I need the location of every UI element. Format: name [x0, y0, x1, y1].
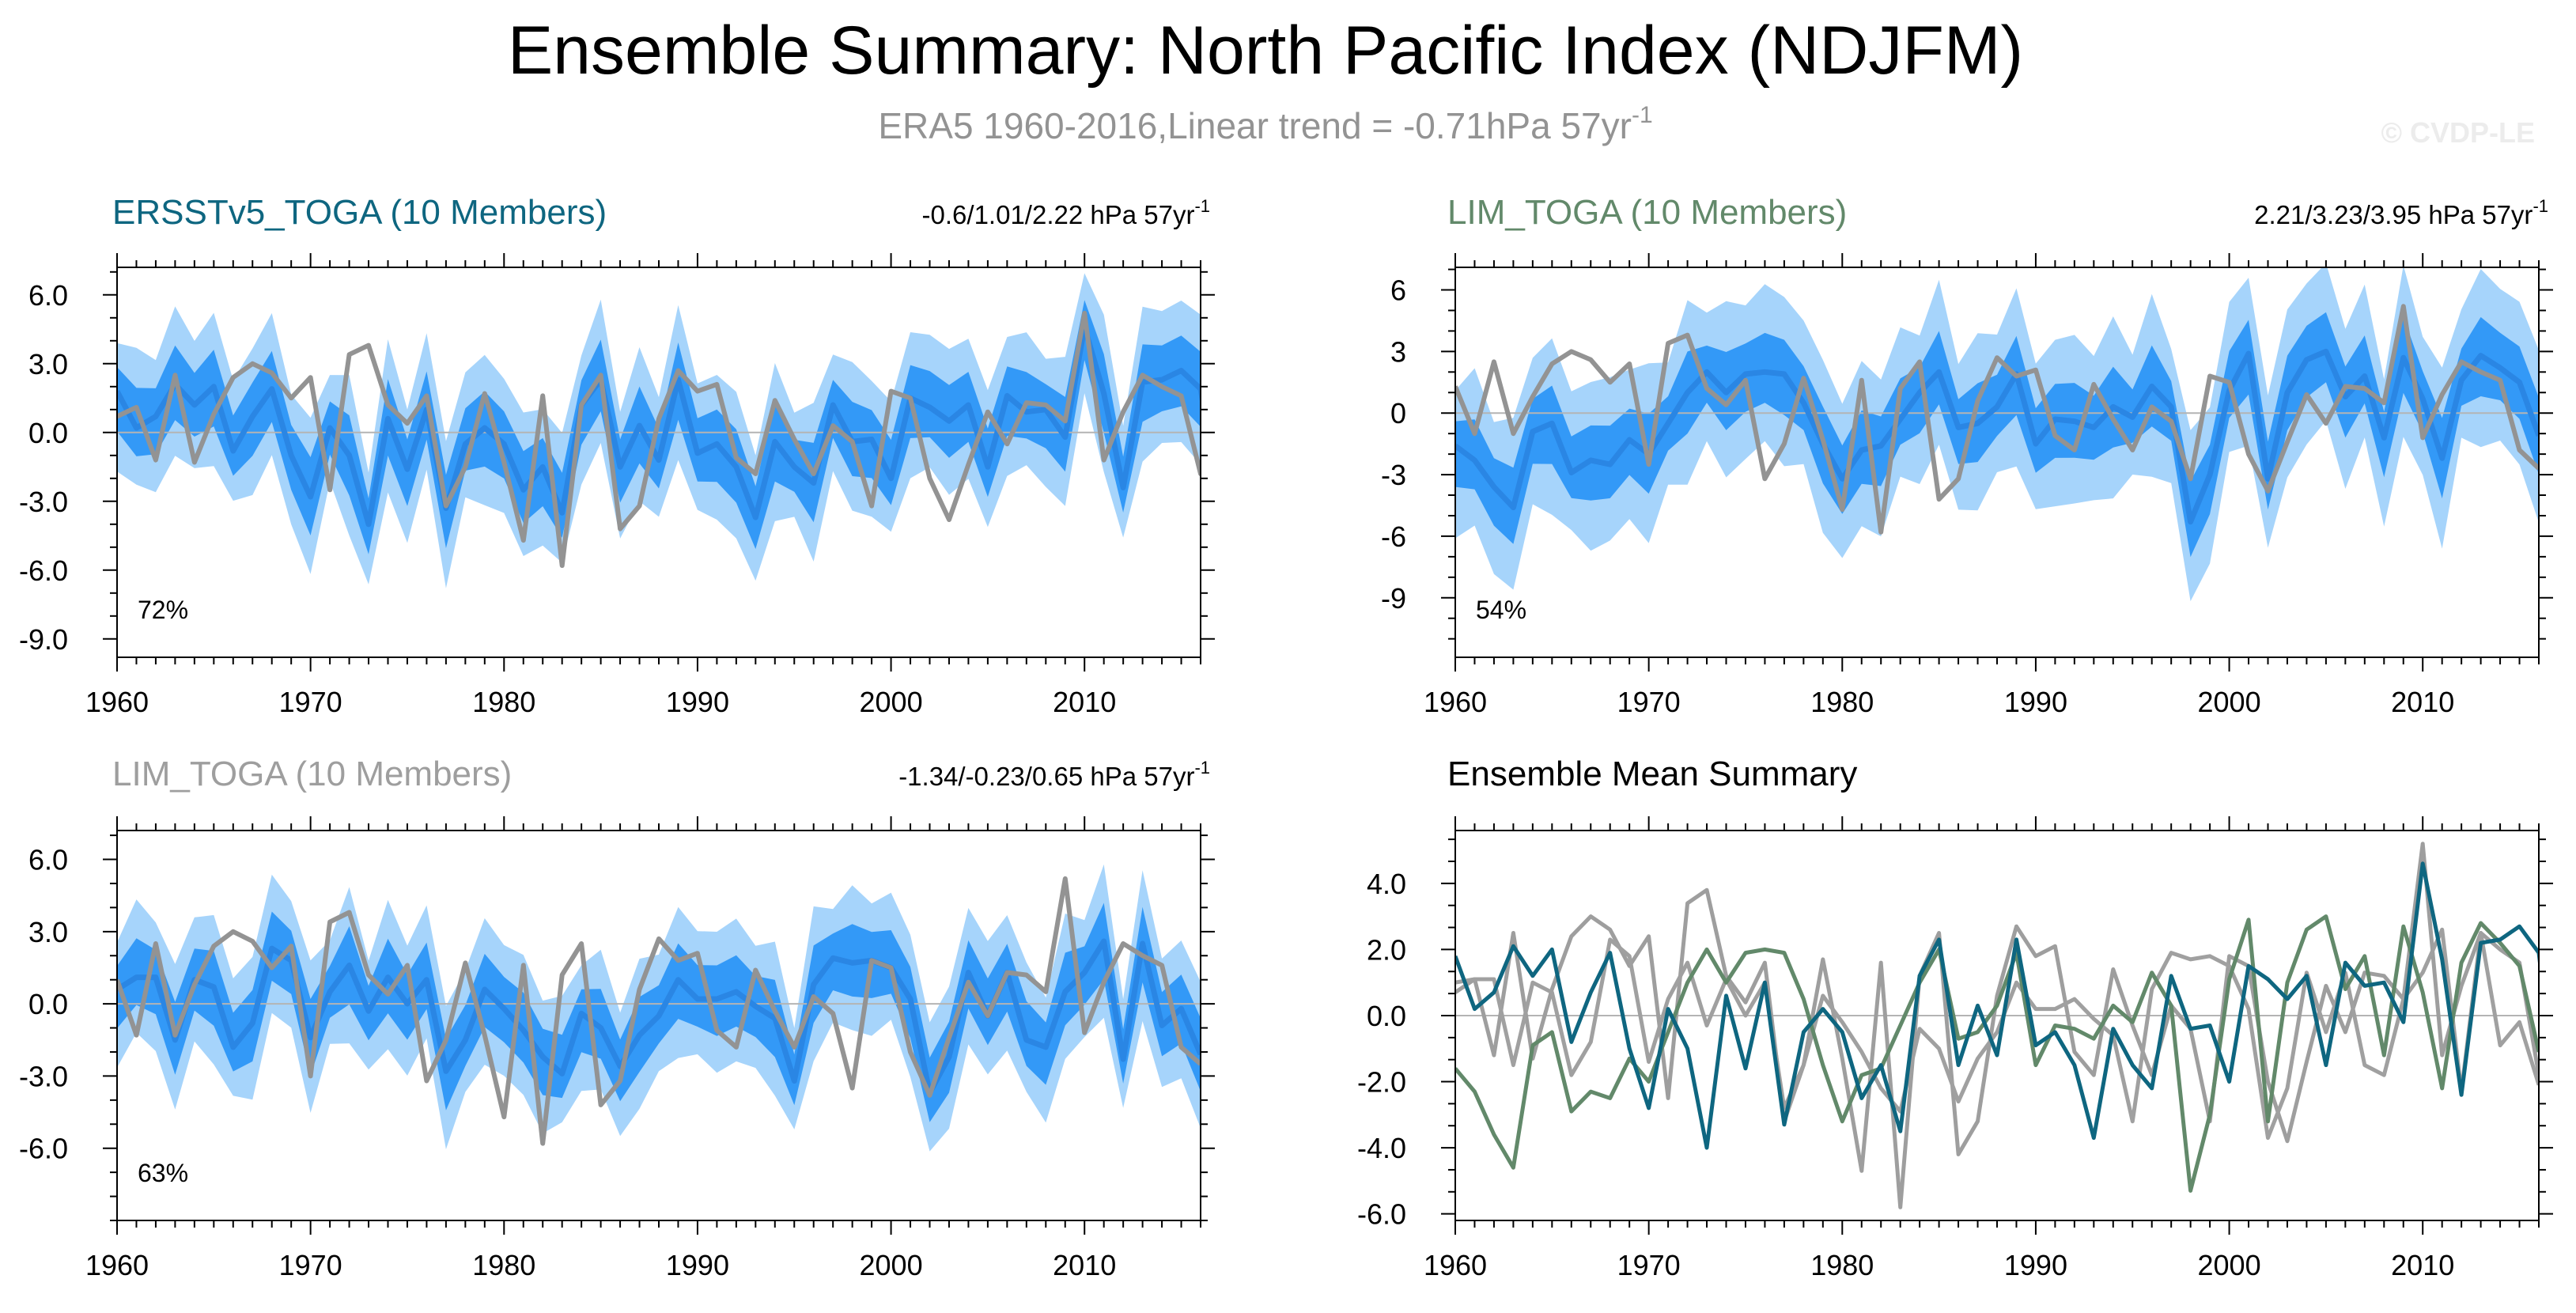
x-tick-label: 2000	[2198, 1249, 2261, 1281]
ensemble-mean-line	[117, 324, 1201, 528]
observed-line	[117, 311, 1201, 568]
figure-title: Ensemble Summary: North Pacific Index (N…	[508, 13, 2023, 89]
y-tick-label: 0.0	[28, 988, 68, 1020]
x-tick-label: 1990	[666, 686, 729, 718]
panel-LIM_TOGA_green: 1960 1970 1980 1990 2000 2010 -9 -6 -3 0 3 6 LIM_TOG…	[1381, 193, 2553, 718]
y-tick-label: -3.0	[19, 486, 68, 518]
y-tick-label: -6.0	[19, 1133, 68, 1165]
y-tick-label: -6.0	[19, 554, 68, 587]
observed-line	[1455, 304, 2539, 535]
x-tick-label: 1980	[472, 1249, 535, 1281]
x-tick-label: 1970	[279, 686, 342, 718]
y-tick-label: -3.0	[19, 1060, 68, 1092]
y-tick-label: -9.0	[19, 623, 68, 656]
x-tick-label: 1960	[1424, 686, 1487, 718]
y-tick-label: 6.0	[28, 279, 68, 312]
trend-label-main: -0.6/1.01/2.22 hPa 57yr	[922, 200, 1195, 229]
observed-line	[117, 876, 1201, 1146]
y-tick-label: 2.0	[1367, 933, 1406, 966]
figure-subtitle: ERA5 1960-2016,Linear trend = -0.71hPa 5…	[878, 102, 1652, 146]
trend-label: -0.6/1.01/2.22 hPa 57yr-1	[922, 196, 1210, 229]
panel-title: LIM_TOGA (10 Members)	[1447, 193, 1847, 232]
series-line-LIM_TOGA_gray	[1455, 927, 2539, 1141]
ensemble-mean-line	[1455, 348, 2539, 525]
x-tick-label: 2010	[1053, 686, 1116, 718]
y-tick-label: -9	[1381, 582, 1406, 615]
y-tick-label: -3	[1381, 459, 1406, 491]
x-tick-label: 2010	[1053, 1249, 1116, 1281]
panel-title: Ensemble Mean Summary	[1447, 755, 1857, 793]
figure-subtitle-sup: -1	[1632, 102, 1653, 128]
y-tick-label: 4.0	[1367, 868, 1406, 900]
y-tick-label: 0	[1390, 397, 1406, 429]
x-tick-label: 1960	[85, 686, 149, 718]
y-tick-label: 0.0	[1367, 1000, 1406, 1032]
panel-ERSSTv5_TOGA: 1960 1970 1980 1990 2000 2010 -9.0 -6.0 -3.0 0.0 3…	[19, 193, 1215, 718]
y-tick-label: -2.0	[1357, 1066, 1406, 1099]
x-tick-label: 2010	[2391, 1249, 2454, 1281]
series-line-obs	[1455, 842, 2539, 1209]
x-tick-label: 1970	[1617, 1249, 1681, 1281]
inner-range-band	[1455, 312, 2539, 558]
x-tick-label: 1960	[1424, 1249, 1487, 1281]
panel-title: ERSSTv5_TOGA (10 Members)	[112, 193, 607, 232]
y-tick-label: -6	[1381, 520, 1406, 553]
x-tick-label: 2000	[860, 686, 923, 718]
trend-label-main: -1.34/-0.23/0.65 hPa 57yr	[898, 762, 1194, 791]
x-tick-label: 1980	[1810, 1249, 1874, 1281]
x-tick-label: 2010	[2391, 686, 2454, 718]
x-tick-label: 1960	[85, 1249, 149, 1281]
percent-label: 54%	[1476, 596, 1526, 624]
x-tick-label: 1970	[279, 1249, 342, 1281]
y-tick-label: 0.0	[28, 417, 68, 449]
x-tick-label: 2000	[2198, 686, 2261, 718]
panel-LIM_TOGA_gray: 1960 1970 1980 1990 2000 2010 -6.0 -3.0 0.0 3.0 6.…	[19, 755, 1215, 1281]
x-tick-label: 1980	[472, 686, 535, 718]
x-tick-label: 1990	[2004, 1249, 2067, 1281]
y-tick-label: 6	[1390, 274, 1406, 307]
y-tick-label: 6.0	[28, 844, 68, 876]
y-tick-label: 3.0	[28, 916, 68, 948]
panel-title: LIM_TOGA (10 Members)	[112, 755, 512, 793]
figure-subtitle-main: ERA5 1960-2016,Linear trend = -0.71hPa 5…	[878, 105, 1632, 146]
series-line-ERSSTv5_TOGA	[1455, 861, 2539, 1150]
percent-label: 63%	[138, 1159, 188, 1187]
trend-label-sup: -1	[1194, 758, 1210, 778]
y-tick-label: -6.0	[1357, 1198, 1406, 1231]
y-tick-label: 3	[1390, 335, 1406, 368]
x-tick-label: 1970	[1617, 686, 1681, 718]
x-tick-label: 1990	[666, 1249, 729, 1281]
percent-label: 72%	[138, 596, 188, 624]
trend-label: -1.34/-0.23/0.65 hPa 57yr-1	[898, 758, 1210, 791]
trend-label: 2.21/3.23/3.95 hPa 57yr-1	[2254, 196, 2548, 229]
trend-label-sup: -1	[2532, 196, 2548, 216]
y-tick-label: -4.0	[1357, 1132, 1406, 1164]
panel-Ensemble_Mean_Summary: 1960 1970 1980 1990 2000 2010 -6.0 -4.0 -2.0 0.0 2…	[1357, 755, 2553, 1281]
panels: 1960 1970 1980 1990 2000 2010 -9.0 -6.0 -3.0 0.0 3…	[19, 193, 2553, 1281]
y-tick-label: 3.0	[28, 348, 68, 380]
x-tick-label: 1980	[1810, 686, 1874, 718]
x-tick-label: 1990	[2004, 686, 2067, 718]
credit-watermark: © CVDP-LE	[2381, 116, 2535, 149]
trend-label-sup: -1	[1194, 196, 1210, 216]
trend-label-main: 2.21/3.23/3.95 hPa 57yr	[2254, 200, 2532, 229]
x-tick-label: 2000	[860, 1249, 923, 1281]
